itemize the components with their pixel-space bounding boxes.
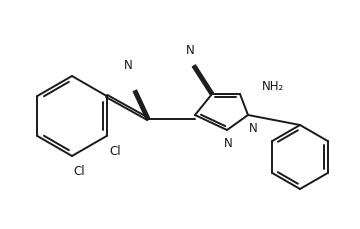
Text: N: N xyxy=(123,59,132,72)
Text: Cl: Cl xyxy=(73,165,85,178)
Text: NH₂: NH₂ xyxy=(262,79,284,93)
Text: N: N xyxy=(186,44,194,57)
Text: Cl: Cl xyxy=(110,145,121,158)
Text: N: N xyxy=(224,137,232,150)
Text: N: N xyxy=(249,122,257,135)
